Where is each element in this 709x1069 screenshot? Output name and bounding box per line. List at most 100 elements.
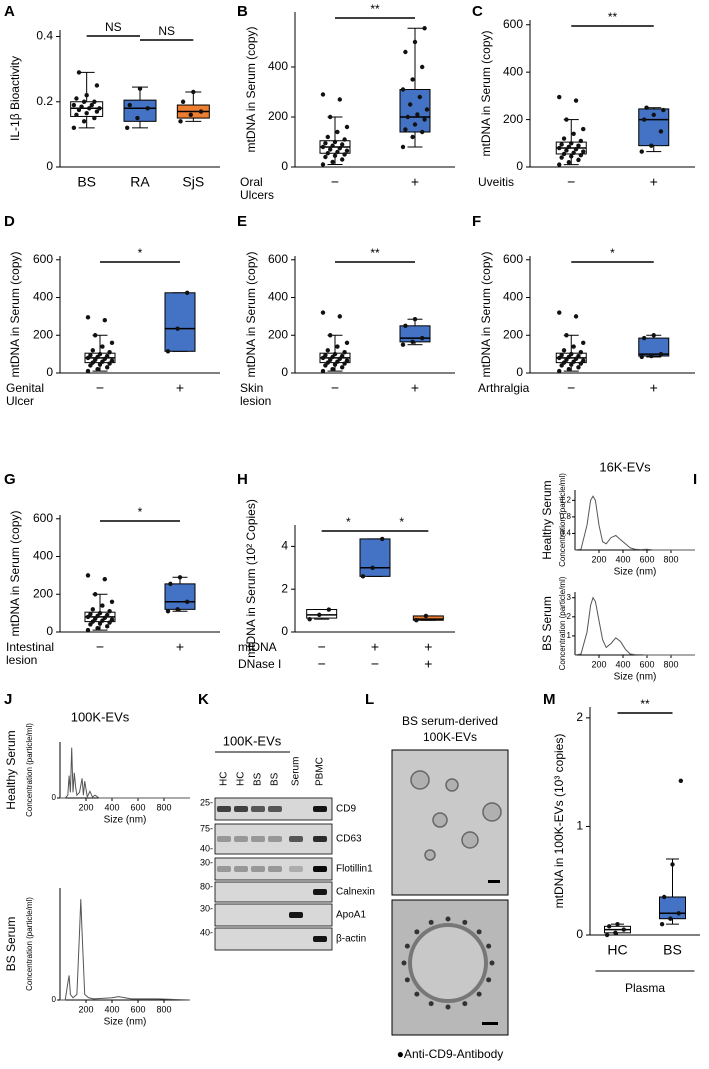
- data-point: [107, 609, 112, 614]
- vesicle: [408, 923, 488, 1003]
- data-point: [102, 317, 108, 323]
- significance-label: *: [610, 246, 615, 260]
- data-point: [188, 112, 193, 118]
- data-point: [100, 344, 105, 349]
- x-tick-label: +: [176, 380, 184, 396]
- data-point: [400, 87, 406, 92]
- data-point: [420, 335, 425, 341]
- data-point: [576, 157, 581, 163]
- x-axis-label: Ulcer: [6, 394, 34, 408]
- data-point: [420, 64, 425, 70]
- data-point: [79, 104, 84, 109]
- gold-particle: [486, 977, 492, 983]
- x-axis-label: Ulcers: [240, 188, 274, 202]
- data-point: [613, 930, 618, 936]
- data-point: [564, 148, 569, 153]
- x-axis-label: Size (nm): [104, 815, 147, 826]
- y-axis-label: Concentration (particle/ml): [558, 576, 567, 670]
- data-point: [340, 365, 345, 370]
- data-point: [400, 144, 406, 150]
- x-axis-label: Intestinal: [6, 640, 54, 654]
- data-point: [328, 147, 333, 152]
- scale-bar: [482, 1022, 498, 1025]
- gold-particle: [462, 1001, 468, 1007]
- significance-label: NS: [158, 24, 175, 38]
- data-point: [175, 326, 180, 331]
- panel-letter: E: [237, 213, 247, 230]
- data-point: [320, 92, 326, 97]
- data-point: [168, 581, 173, 587]
- data-point: [185, 290, 190, 295]
- data-point: [651, 333, 656, 338]
- x-tick-label: −: [331, 174, 339, 190]
- data-point: [604, 932, 610, 938]
- blot-band: [268, 866, 282, 872]
- data-point: [581, 358, 586, 363]
- data-point: [320, 368, 326, 374]
- blot-band: [234, 806, 248, 812]
- x-tick-label: RA: [130, 174, 150, 190]
- data-point: [641, 335, 647, 341]
- y-tick-label: 4: [281, 539, 288, 553]
- data-point: [85, 627, 91, 633]
- data-point: [323, 352, 328, 358]
- mw-marker: 40-: [200, 843, 213, 853]
- data-point: [621, 927, 626, 932]
- y-axis-label: mtDNA in Serum (copy): [244, 26, 258, 152]
- x-axis-label: Size (nm): [614, 567, 657, 578]
- data-point: [661, 107, 666, 113]
- data-point: [557, 310, 562, 315]
- data-point: [90, 607, 96, 612]
- data-point: [559, 352, 564, 358]
- data-point: [557, 145, 562, 151]
- y-tick-label: 400: [268, 290, 288, 304]
- x-tick-label: 600: [130, 1004, 145, 1014]
- x-tick-label: −: [96, 380, 104, 396]
- data-point: [344, 124, 350, 130]
- data-point: [85, 573, 91, 578]
- x-tick-label: +: [411, 380, 419, 396]
- gold-particle: [404, 943, 410, 949]
- blot-band: [289, 912, 303, 918]
- data-point: [649, 353, 654, 359]
- gold-particle: [445, 1004, 451, 1010]
- panel-letter: G: [4, 471, 16, 488]
- data-point: [95, 626, 100, 631]
- y-axis-label: mtDNA in Serum (10² Copies): [244, 499, 258, 658]
- micrograph-legend: ●Anti-CD9-Antibody: [397, 1047, 504, 1061]
- factor-level: −: [318, 639, 326, 655]
- y-tick-label: 0: [281, 365, 288, 379]
- gold-particle: [489, 960, 495, 966]
- data-point: [337, 97, 342, 102]
- data-point: [340, 157, 345, 162]
- data-point: [335, 344, 340, 349]
- size-distribution: [60, 747, 190, 799]
- blot-band: [217, 866, 231, 872]
- data-point: [410, 339, 415, 345]
- y-tick-label: 600: [503, 17, 523, 31]
- gold-particle: [486, 943, 492, 949]
- data-point: [165, 349, 171, 354]
- y-tick-label: 0.4: [560, 529, 572, 538]
- protein-label: CD63: [336, 834, 362, 845]
- x-tick-label: 200: [78, 1004, 93, 1014]
- mw-marker: 75-: [200, 823, 213, 833]
- data-point: [423, 613, 429, 619]
- protein-label: Calnexin: [336, 887, 375, 898]
- y-tick-label: 0: [46, 159, 53, 173]
- data-point: [342, 152, 347, 157]
- significance-label: **: [370, 246, 380, 260]
- lane-label: BS: [253, 772, 264, 786]
- blot-strip: [214, 857, 333, 881]
- data-point: [135, 115, 140, 121]
- data-point: [330, 367, 335, 372]
- blot-strip: [214, 927, 333, 951]
- x-axis-label: Arthralgia: [478, 381, 530, 395]
- y-tick-label: 0: [576, 927, 583, 941]
- data-point: [417, 94, 422, 100]
- y-tick-label: 0: [281, 624, 288, 638]
- data-point: [325, 151, 330, 156]
- blot-band: [234, 866, 248, 872]
- data-point: [661, 894, 667, 900]
- y-tick-label: 3: [567, 593, 572, 602]
